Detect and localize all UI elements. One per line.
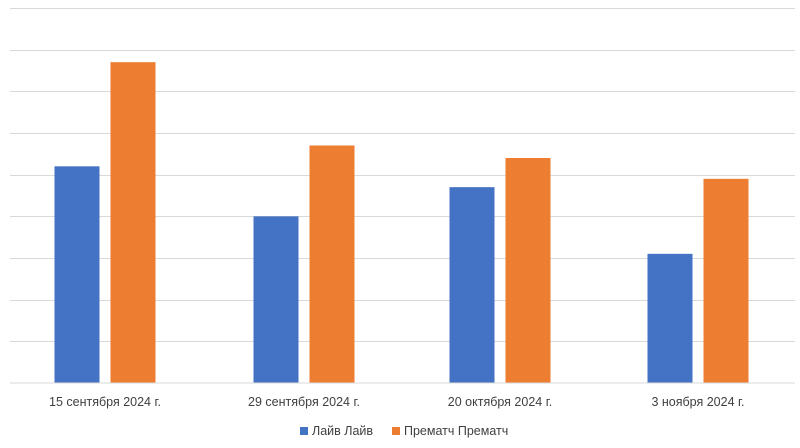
x-tick-label: 20 октября 2024 г.: [448, 395, 552, 409]
bar-prematch: [110, 62, 156, 384]
bar-live: [647, 253, 693, 383]
x-tick-label: 29 сентября 2024 г.: [248, 395, 360, 409]
legend-swatch: [300, 427, 308, 435]
x-tick-label: 3 ноября 2024 г.: [651, 395, 744, 409]
bar-prematch: [703, 178, 749, 383]
bar-prematch: [309, 145, 355, 383]
bar-prematch: [505, 158, 551, 383]
x-tick-label: 15 сентября 2024 г.: [49, 395, 161, 409]
bars: [54, 62, 749, 384]
legend-label: Лайв Лайв: [312, 424, 373, 438]
legend-swatch: [392, 427, 400, 435]
legend: Лайв Лайв Прематч Прематч: [300, 424, 508, 438]
bar-live: [253, 216, 299, 383]
legend-label: Прематч Прематч: [404, 424, 508, 438]
x-tick-labels: 15 сентября 2024 г. 29 сентября 2024 г. 20…: [49, 395, 745, 409]
bar-live: [54, 166, 100, 383]
bar-live: [449, 187, 495, 383]
